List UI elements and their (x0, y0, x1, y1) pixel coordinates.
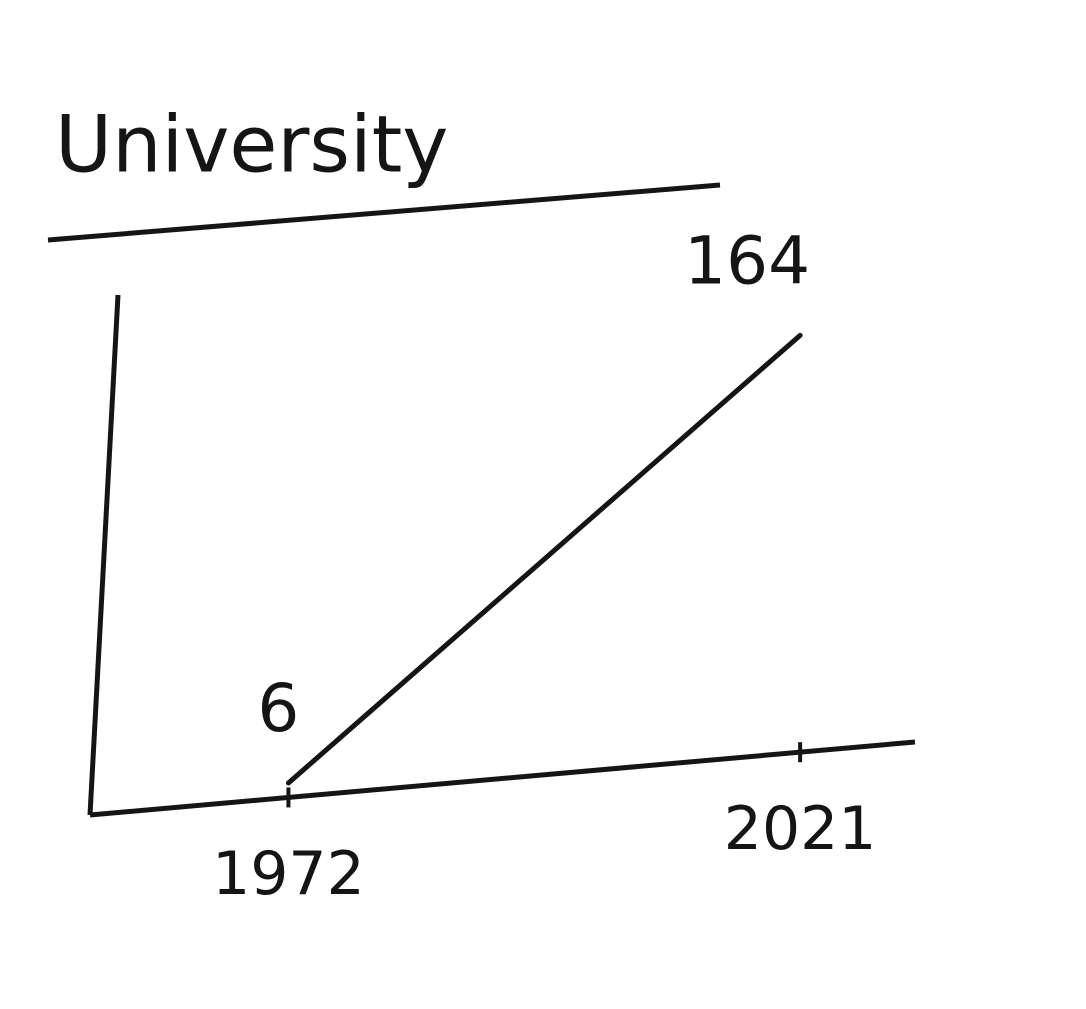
value-label: 6 (257, 670, 299, 747)
x-tick-label: 2021 (724, 794, 877, 864)
title-underline (47, 182, 721, 243)
data-line (285, 332, 803, 786)
chart-title: University (55, 100, 448, 190)
x-axis (89, 739, 916, 818)
value-label: 164 (684, 222, 810, 299)
x-tick-label: 1972 (212, 839, 365, 909)
y-axis (87, 294, 121, 816)
